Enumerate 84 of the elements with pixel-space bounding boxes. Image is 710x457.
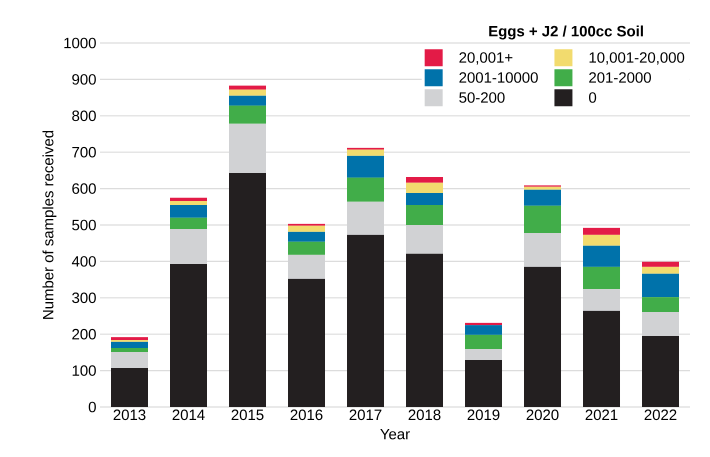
- legend-label: 10,001-20,000: [590, 52, 684, 65]
- x-tick-label: 2018: [408, 410, 440, 420]
- y-tick-label: 1000: [64, 38, 96, 48]
- bar: [406, 204, 444, 225]
- bar: [642, 312, 680, 336]
- bar: [170, 204, 207, 218]
- legend-label: 2001-10000: [459, 72, 538, 83]
- x-tick-label: 2022: [644, 410, 676, 420]
- bar: [111, 348, 148, 352]
- x-tick-label: 2017: [350, 410, 382, 420]
- bar: [347, 234, 384, 407]
- bar: [288, 278, 326, 407]
- bar: [524, 233, 562, 267]
- legend-label: 0: [589, 92, 596, 103]
- bar: [288, 226, 326, 232]
- bar: [465, 334, 502, 350]
- x-tick-label: 2019: [468, 410, 500, 420]
- bar: [583, 289, 620, 311]
- y-axis-title: Number of samples received: [42, 130, 56, 319]
- y-tick-label: 400: [72, 256, 96, 267]
- legend-label: 50-200: [459, 92, 505, 103]
- bar: [170, 200, 207, 205]
- bar: [583, 310, 620, 407]
- bar: [583, 234, 620, 246]
- y-tick-label: 200: [72, 328, 96, 340]
- bar: [465, 360, 502, 407]
- bar: [406, 254, 444, 407]
- bar: [111, 368, 148, 407]
- bar: [406, 182, 444, 193]
- bar: [229, 124, 266, 173]
- x-tick-label: 2015: [232, 410, 264, 420]
- bar: [583, 266, 620, 290]
- bar: [465, 349, 502, 360]
- legend-label: 201-2000: [589, 72, 651, 83]
- legend-title: Eggs + J2 / 100cc Soil: [489, 25, 643, 40]
- bar: [642, 336, 680, 407]
- y-tick-label: 900: [72, 74, 96, 85]
- x-axis-title: Year: [380, 428, 410, 440]
- bar: [229, 106, 266, 124]
- bar: [524, 190, 562, 206]
- bar: [347, 150, 384, 156]
- bar: [406, 225, 444, 254]
- bar: [111, 342, 148, 348]
- bar: [642, 297, 680, 312]
- bar: [347, 156, 384, 178]
- bar: [524, 266, 562, 407]
- bar: [465, 325, 502, 335]
- x-tick-label: 2016: [290, 410, 322, 420]
- y-tick-label: 0: [88, 402, 96, 412]
- bar: [642, 262, 680, 267]
- bar: [465, 322, 502, 326]
- bar: [583, 228, 620, 235]
- bar: [229, 86, 266, 90]
- bar: [170, 264, 207, 407]
- bar: [524, 206, 562, 234]
- bar: [406, 176, 444, 183]
- bar: [347, 178, 384, 202]
- bar: [583, 246, 620, 267]
- bar: [170, 218, 207, 230]
- x-tick-label: 2014: [172, 410, 205, 420]
- bar: [229, 96, 266, 106]
- y-tick-label: 800: [72, 110, 96, 122]
- bar: [111, 337, 148, 340]
- bar: [288, 232, 326, 242]
- y-tick-label: 100: [72, 365, 96, 376]
- x-tick-label: 2013: [114, 410, 146, 420]
- bar: [111, 352, 148, 368]
- y-tick-label: 500: [72, 220, 96, 230]
- x-tick-label: 2021: [586, 410, 618, 420]
- bar: [347, 202, 384, 235]
- y-tick-label: 600: [72, 183, 96, 194]
- y-tick-label: 700: [72, 146, 96, 158]
- bar: [170, 229, 207, 264]
- bar: [642, 274, 680, 298]
- bar: [229, 90, 266, 96]
- bar: [288, 254, 326, 279]
- legend-label: 20,001+: [459, 52, 512, 65]
- x-tick-label: 2020: [526, 410, 559, 420]
- bar: [642, 266, 680, 274]
- bar: [406, 192, 444, 205]
- bar: [288, 242, 326, 255]
- bar: [229, 172, 266, 407]
- y-tick-label: 300: [72, 292, 96, 304]
- bar: [170, 198, 207, 201]
